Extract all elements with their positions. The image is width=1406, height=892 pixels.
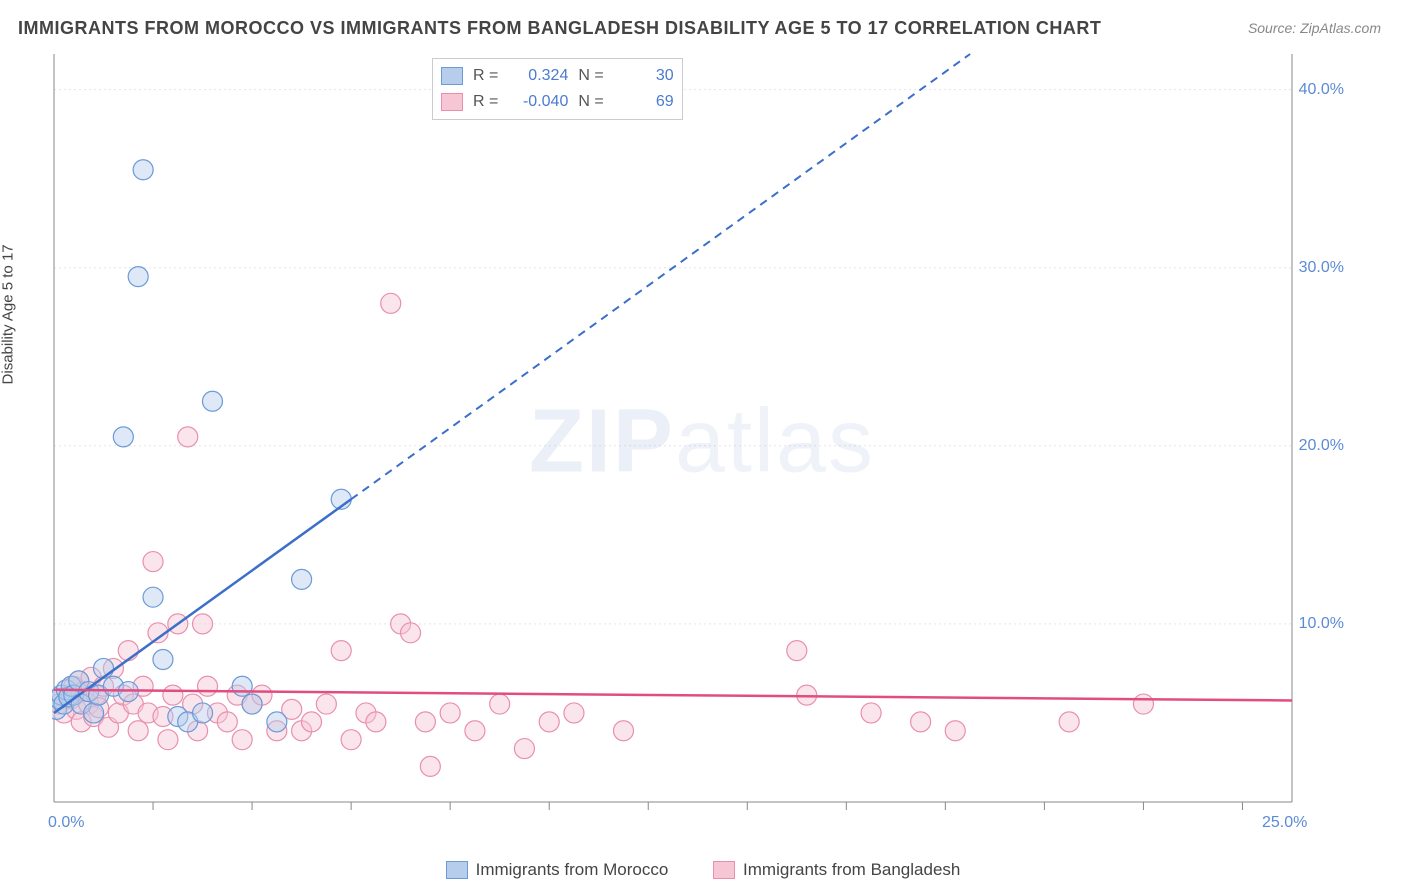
legend-swatch-bangladesh — [713, 861, 735, 879]
x-tick-label: 0.0% — [48, 814, 84, 832]
y-tick-label: 10.0% — [1299, 615, 1344, 633]
y-axis-label: Disability Age 5 to 17 — [0, 244, 17, 384]
stats-row-morocco: R = 0.324 N = 30 — [441, 63, 674, 89]
stats-box: R = 0.324 N = 30 R = -0.040 N = 69 — [432, 58, 683, 120]
bottom-legend: Immigrants from Morocco Immigrants from … — [0, 860, 1406, 884]
r-value-morocco: 0.324 — [508, 67, 568, 85]
chart-title: IMMIGRANTS FROM MOROCCO VS IMMIGRANTS FR… — [18, 18, 1101, 39]
plot-area: ZIPatlas R = 0.324 N = 30 R = -0.040 N =… — [52, 52, 1352, 832]
legend-item-morocco: Immigrants from Morocco — [446, 860, 669, 880]
y-tick-label: 30.0% — [1299, 259, 1344, 277]
swatch-morocco — [441, 67, 463, 85]
legend-label-bangladesh: Immigrants from Bangladesh — [743, 860, 960, 880]
n-value-morocco: 30 — [614, 67, 674, 85]
y-tick-label: 20.0% — [1299, 437, 1344, 455]
x-tick-label: 25.0% — [1262, 814, 1307, 832]
legend-label-morocco: Immigrants from Morocco — [476, 860, 669, 880]
legend-item-bangladesh: Immigrants from Bangladesh — [713, 860, 960, 880]
legend-swatch-morocco — [446, 861, 468, 879]
r-value-bangladesh: -0.040 — [508, 93, 568, 111]
r-label: R = — [473, 93, 498, 111]
y-tick-label: 40.0% — [1299, 81, 1344, 99]
n-label: N = — [578, 67, 603, 85]
source-label: Source: ZipAtlas.com — [1248, 20, 1381, 36]
n-label: N = — [578, 93, 603, 111]
chart-svg — [52, 52, 1352, 832]
stats-row-bangladesh: R = -0.040 N = 69 — [441, 89, 674, 115]
n-value-bangladesh: 69 — [614, 93, 674, 111]
swatch-bangladesh — [441, 93, 463, 111]
r-label: R = — [473, 67, 498, 85]
